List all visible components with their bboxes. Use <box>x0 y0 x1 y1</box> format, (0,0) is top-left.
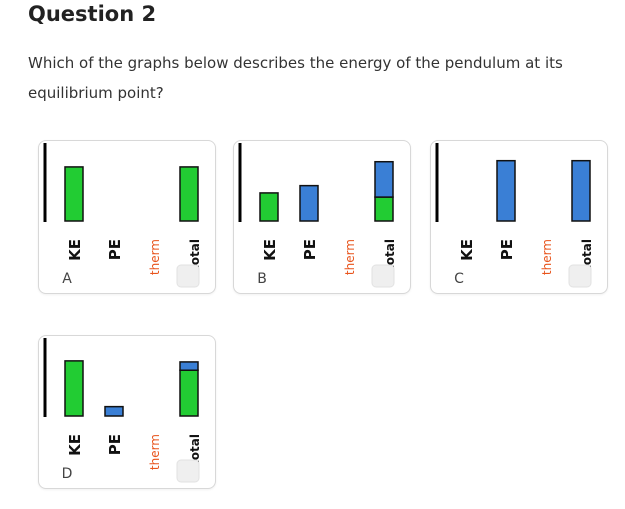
bar-segment <box>179 369 199 417</box>
option-card[interactable]: KEPEthermEtotalA <box>38 140 216 294</box>
checkbox[interactable] <box>176 459 200 483</box>
bar-segment <box>64 166 84 222</box>
label-subscript: total <box>188 434 202 466</box>
bar-label: KE <box>66 434 84 456</box>
option-card[interactable]: KEPEthermEtotalD <box>38 335 216 489</box>
label-subscript: total <box>580 239 594 271</box>
bar-label: KE <box>66 239 84 261</box>
bar-label: PE <box>106 239 124 260</box>
option-svg: KEPEthermEtotalA <box>43 143 202 288</box>
checkbox[interactable] <box>568 264 592 288</box>
bar-label: therm <box>148 434 162 470</box>
question-text: Which of the graphs below describes the … <box>28 54 563 102</box>
bar-label: PE <box>498 239 516 260</box>
bar-segment <box>259 192 279 222</box>
bar-segment <box>374 196 394 222</box>
label-main: therm <box>343 239 357 275</box>
bar-label: therm <box>540 239 554 275</box>
checkbox[interactable] <box>371 264 395 288</box>
label-main: PE <box>106 239 124 260</box>
label-main: therm <box>148 239 162 275</box>
label-main: KE <box>261 239 279 261</box>
bar-label: KE <box>458 239 476 261</box>
bar-segment <box>179 166 199 222</box>
option-letter: B <box>257 271 267 287</box>
bar-segment <box>496 159 516 222</box>
option-letter: A <box>62 271 72 287</box>
bar-label: PE <box>106 434 124 455</box>
option-letter: C <box>454 271 464 287</box>
bar-segment <box>104 405 124 417</box>
option-card[interactable]: KEPEthermEtotalC <box>430 140 608 294</box>
bar-label: PE <box>301 239 319 260</box>
bar-label: KE <box>261 239 279 261</box>
option-letter: D <box>62 466 73 482</box>
bar-label: therm <box>343 239 357 275</box>
bar-segment <box>374 160 394 198</box>
label-main: PE <box>301 239 319 260</box>
label-main: KE <box>66 239 84 261</box>
bar-segment <box>299 184 319 222</box>
bar-segment <box>179 361 199 371</box>
bar-segment <box>64 360 84 417</box>
option-card[interactable]: KEPEthermEtotalB <box>233 140 411 294</box>
bar-label: therm <box>148 239 162 275</box>
label-main: KE <box>66 434 84 456</box>
option-svg: KEPEthermEtotalD <box>43 338 202 483</box>
label-main: therm <box>540 239 554 275</box>
checkbox[interactable] <box>176 264 200 288</box>
label-main: PE <box>498 239 516 260</box>
option-svg: KEPEthermEtotalC <box>435 143 594 288</box>
bar-segment <box>571 159 591 222</box>
label-main: KE <box>458 239 476 261</box>
label-main: therm <box>148 434 162 470</box>
option-svg: KEPEthermEtotalB <box>238 143 397 288</box>
label-main: PE <box>106 434 124 455</box>
label-subscript: total <box>383 239 397 271</box>
label-subscript: total <box>188 239 202 271</box>
question-title: Question 2 <box>28 2 157 26</box>
